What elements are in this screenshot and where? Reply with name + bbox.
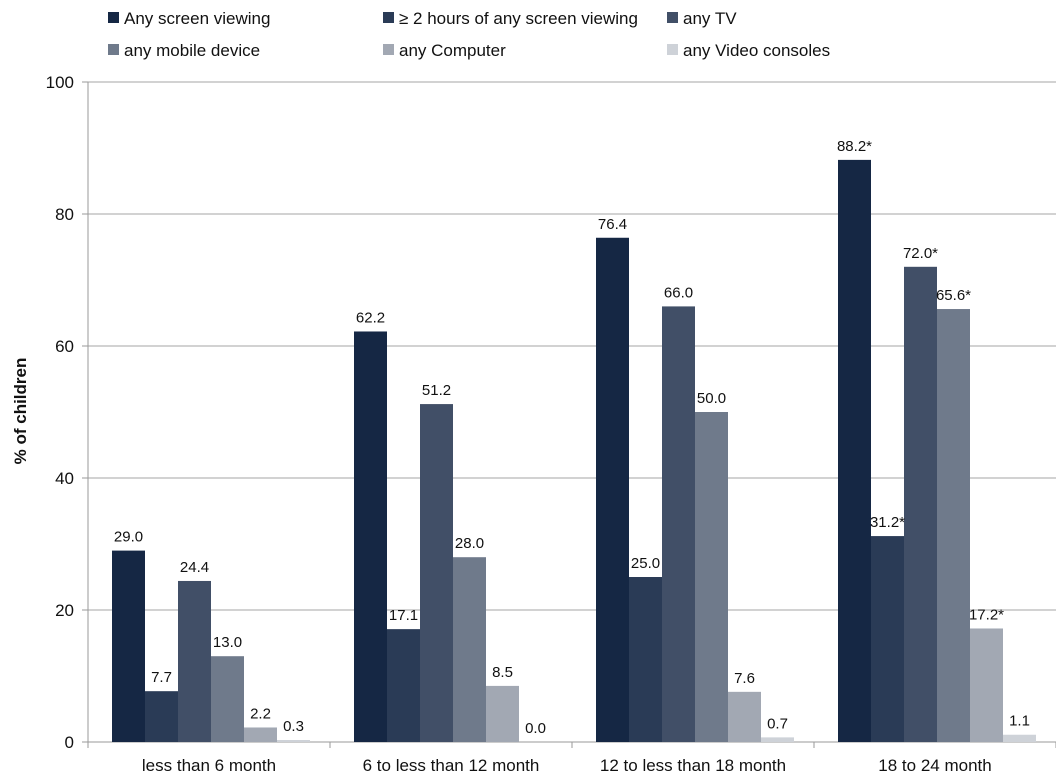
bar bbox=[145, 691, 178, 742]
bar bbox=[420, 404, 453, 742]
bar bbox=[211, 656, 244, 742]
y-tick-label: 0 bbox=[65, 733, 74, 752]
bar bbox=[937, 309, 970, 742]
bar bbox=[354, 331, 387, 742]
data-label: 66.0 bbox=[664, 284, 693, 301]
legend-label: any TV bbox=[683, 9, 737, 28]
legend-swatch bbox=[108, 44, 119, 55]
data-label: 0.0 bbox=[525, 720, 546, 737]
data-label: 2.2 bbox=[250, 705, 271, 722]
y-tick-label: 20 bbox=[55, 601, 74, 620]
x-tick-label: 18 to 24 month bbox=[878, 756, 991, 775]
legend: Any screen viewing ≥ 2 hours of any scree… bbox=[108, 9, 830, 60]
bar bbox=[871, 536, 904, 742]
bar bbox=[629, 577, 662, 742]
bar bbox=[904, 266, 937, 742]
bar bbox=[596, 237, 629, 742]
data-label: 29.0 bbox=[114, 529, 143, 546]
bar bbox=[970, 628, 1003, 742]
data-label: 72.0* bbox=[903, 245, 938, 262]
legend-swatch bbox=[108, 12, 119, 23]
data-label: 0.3 bbox=[283, 718, 304, 735]
data-label: 25.0 bbox=[631, 555, 660, 572]
data-label: 62.2 bbox=[356, 309, 385, 326]
x-axis: less than 6 month 6 to less than 12 month… bbox=[87, 742, 1056, 775]
legend-label: any Video consoles bbox=[683, 41, 830, 60]
data-label: 50.0 bbox=[697, 390, 726, 407]
legend-swatch bbox=[667, 12, 678, 23]
legend-swatch bbox=[383, 12, 394, 23]
bar bbox=[453, 557, 486, 742]
x-tick-label: less than 6 month bbox=[142, 756, 276, 775]
legend-swatch bbox=[667, 44, 678, 55]
bar bbox=[387, 629, 420, 742]
data-label: 7.6 bbox=[734, 670, 755, 687]
y-tick-label: 60 bbox=[55, 337, 74, 356]
bars bbox=[112, 159, 1036, 742]
legend-swatch bbox=[383, 44, 394, 55]
x-tick-label: 6 to less than 12 month bbox=[363, 756, 540, 775]
data-label: 7.7 bbox=[151, 669, 172, 686]
data-label: 28.0 bbox=[455, 535, 484, 552]
data-label: 24.4 bbox=[180, 559, 209, 576]
bar bbox=[486, 685, 519, 742]
bar bbox=[1003, 734, 1036, 742]
y-tick-label: 40 bbox=[55, 469, 74, 488]
bar bbox=[838, 159, 871, 742]
data-label: 17.1 bbox=[389, 607, 418, 624]
legend-label: ≥ 2 hours of any screen viewing bbox=[399, 9, 638, 28]
bar bbox=[178, 580, 211, 742]
y-tick-label: 80 bbox=[55, 205, 74, 224]
y-axis-ticks: 0 20 40 60 80 100 bbox=[46, 73, 89, 752]
data-label: 0.7 bbox=[767, 715, 788, 732]
data-label: 31.2* bbox=[870, 514, 905, 531]
bar bbox=[277, 740, 310, 742]
data-label: 76.4 bbox=[598, 216, 627, 233]
legend-label: Any screen viewing bbox=[124, 9, 270, 28]
data-label: 13.0 bbox=[213, 634, 242, 651]
bar bbox=[662, 306, 695, 742]
data-labels: 29.0 7.7 24.4 13.0 2.2 0.3 62.2 17.1 51.2 28.0 8.5… bbox=[114, 138, 1030, 737]
legend-label: any mobile device bbox=[124, 41, 260, 60]
bar bbox=[695, 412, 728, 742]
bar bbox=[761, 737, 794, 742]
data-label: 8.5 bbox=[492, 664, 513, 681]
legend-label: any Computer bbox=[399, 41, 506, 60]
data-label: 88.2* bbox=[837, 138, 872, 155]
data-label: 1.1 bbox=[1009, 713, 1030, 730]
data-label: 65.6* bbox=[936, 287, 971, 304]
y-tick-label: 100 bbox=[46, 73, 74, 92]
data-label: 17.2* bbox=[969, 606, 1004, 623]
data-label: 51.2 bbox=[422, 382, 451, 399]
bar bbox=[728, 691, 761, 742]
bar bbox=[244, 727, 277, 742]
bar bbox=[112, 550, 145, 742]
x-tick-label: 12 to less than 18 month bbox=[600, 756, 786, 775]
y-axis-title: % of children bbox=[11, 358, 30, 465]
